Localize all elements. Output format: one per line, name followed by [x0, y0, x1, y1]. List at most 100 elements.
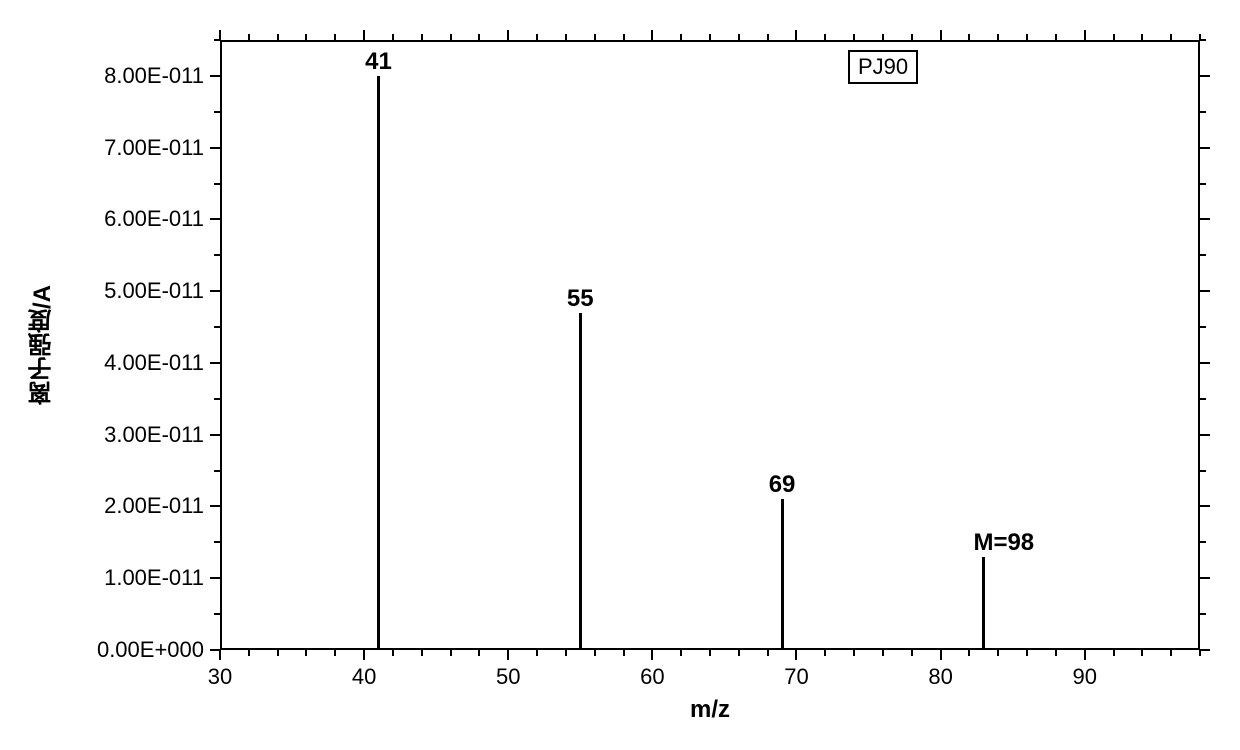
x-tick-minor: [882, 650, 884, 656]
mass-peak-label: 69: [722, 471, 842, 499]
x-axis-label: m/z: [660, 696, 760, 724]
x-tick-minor: [738, 650, 740, 656]
x-tick-minor-top: [565, 34, 567, 40]
y-tick-minor: [214, 111, 220, 113]
y-tick-minor-right: [1200, 183, 1206, 185]
y-tick-major-right: [1200, 577, 1210, 579]
x-tick-major: [651, 650, 653, 660]
y-tick-minor-right: [1200, 541, 1206, 543]
x-tick-minor: [1170, 650, 1172, 656]
y-tick-label: 0.00E+000: [30, 637, 204, 663]
x-tick-major: [363, 650, 365, 660]
y-tick-minor-right: [1200, 39, 1206, 41]
x-tick-major-top: [507, 30, 509, 40]
x-tick-major: [219, 650, 221, 660]
x-tick-minor-top: [1055, 34, 1057, 40]
legend-box: PJ90: [848, 50, 918, 84]
x-tick-major-top: [940, 30, 942, 40]
x-tick-label: 70: [766, 664, 826, 690]
x-tick-minor-top: [594, 34, 596, 40]
x-tick-minor-top: [536, 34, 538, 40]
y-tick-minor: [214, 398, 220, 400]
x-tick-minor: [1055, 650, 1057, 656]
x-tick-minor-top: [421, 34, 423, 40]
x-tick-minor: [680, 650, 682, 656]
x-tick-minor-top: [824, 34, 826, 40]
mass-peak-bar: [982, 557, 985, 650]
x-tick-label: 90: [1055, 664, 1115, 690]
y-tick-major: [210, 147, 220, 149]
mass-peak-label: M=98: [944, 529, 1064, 557]
x-tick-minor-top: [709, 34, 711, 40]
y-tick-minor: [214, 541, 220, 543]
x-tick-minor: [277, 650, 279, 656]
x-tick-minor-top: [1170, 34, 1172, 40]
y-tick-label: 1.00E-011: [30, 565, 204, 591]
x-tick-minor-top: [1141, 34, 1143, 40]
x-tick-minor: [767, 650, 769, 656]
x-tick-label: 50: [478, 664, 538, 690]
x-tick-minor: [997, 650, 999, 656]
y-tick-major-right: [1200, 362, 1210, 364]
y-tick-major: [210, 505, 220, 507]
plot-area: [220, 40, 1200, 650]
y-tick-major-right: [1200, 218, 1210, 220]
y-tick-major: [210, 577, 220, 579]
y-tick-minor-right: [1200, 398, 1206, 400]
x-tick-minor: [1113, 650, 1115, 656]
x-tick-major: [940, 650, 942, 660]
y-tick-major-right: [1200, 147, 1210, 149]
x-tick-major: [507, 650, 509, 660]
x-tick-major-top: [651, 30, 653, 40]
x-tick-minor: [623, 650, 625, 656]
y-tick-minor: [214, 470, 220, 472]
y-tick-major-right: [1200, 75, 1210, 77]
x-tick-minor: [1026, 650, 1028, 656]
y-tick-label: 8.00E-011: [30, 63, 204, 89]
x-tick-minor: [1141, 650, 1143, 656]
x-tick-minor: [565, 650, 567, 656]
x-tick-label: 60: [622, 664, 682, 690]
y-tick-minor-right: [1200, 111, 1206, 113]
mass-peak-label: 41: [319, 48, 439, 76]
y-tick-major-right: [1200, 434, 1210, 436]
x-tick-minor-top: [738, 34, 740, 40]
x-tick-minor: [392, 650, 394, 656]
x-tick-minor: [594, 650, 596, 656]
x-tick-minor-top: [1113, 34, 1115, 40]
x-tick-minor-top: [882, 34, 884, 40]
x-tick-minor: [305, 650, 307, 656]
mass-peak-bar: [377, 76, 380, 650]
y-tick-major-right: [1200, 290, 1210, 292]
y-tick-major: [210, 75, 220, 77]
y-tick-minor: [214, 39, 220, 41]
y-tick-minor-right: [1200, 470, 1206, 472]
y-tick-label: 7.00E-011: [30, 135, 204, 161]
x-tick-minor: [536, 650, 538, 656]
x-tick-minor-top: [968, 34, 970, 40]
x-tick-label: 30: [190, 664, 250, 690]
y-tick-label: 3.00E-011: [30, 422, 204, 448]
y-tick-label: 6.00E-011: [30, 206, 204, 232]
y-tick-major: [210, 649, 220, 651]
x-tick-major: [795, 650, 797, 660]
x-tick-label: 40: [334, 664, 394, 690]
x-tick-minor: [824, 650, 826, 656]
x-tick-minor-top: [680, 34, 682, 40]
x-tick-minor-top: [911, 34, 913, 40]
x-tick-minor: [709, 650, 711, 656]
x-tick-label: 80: [911, 664, 971, 690]
x-tick-minor-top: [997, 34, 999, 40]
x-tick-minor-top: [248, 34, 250, 40]
x-tick-minor: [450, 650, 452, 656]
y-tick-minor-right: [1200, 613, 1206, 615]
x-tick-minor-top: [853, 34, 855, 40]
x-tick-major-top: [363, 30, 365, 40]
x-tick-minor-top: [623, 34, 625, 40]
x-tick-minor: [968, 650, 970, 656]
y-tick-major-right: [1200, 649, 1210, 651]
x-tick-minor-top: [334, 34, 336, 40]
y-tick-major: [210, 434, 220, 436]
y-tick-minor-right: [1200, 326, 1206, 328]
mass-peak-bar: [579, 313, 582, 650]
